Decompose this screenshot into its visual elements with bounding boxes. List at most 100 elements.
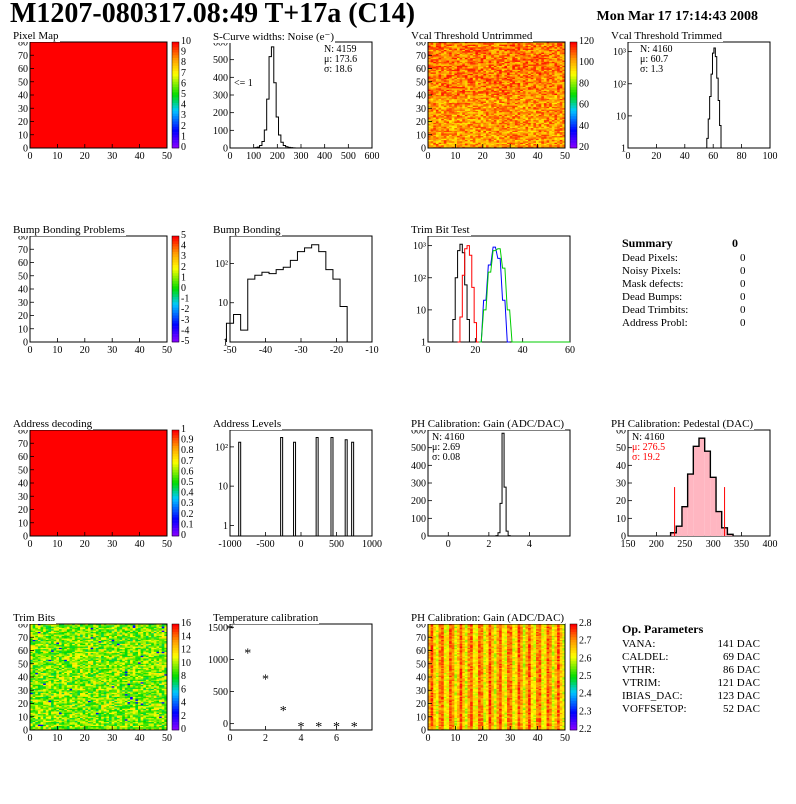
summary-value: 0 — [740, 265, 746, 277]
y-tick-label: 50 — [616, 443, 626, 454]
colorbar-segment — [172, 472, 179, 475]
x-tick-label: 200 — [649, 539, 664, 550]
x-tick-label: 50 — [560, 151, 570, 162]
stat-line: σ: 1.3 — [640, 64, 663, 75]
colorbar-segment — [172, 270, 179, 273]
x-tick-label: 10 — [52, 345, 62, 356]
colorbar-segment — [172, 496, 179, 499]
colorbar-label: -5 — [181, 336, 189, 347]
colorbar-segment — [172, 111, 179, 114]
x-tick-label: 250 — [677, 539, 692, 550]
y-tick-label: 10 — [18, 324, 28, 335]
x-tick-label: 0 — [426, 151, 431, 162]
colorbar-segment — [172, 523, 179, 526]
colorbar-segment — [172, 329, 179, 332]
panel-title: PH Calibration: Gain (ADC/DAC) — [410, 418, 565, 430]
colorbar-segment — [172, 331, 179, 334]
colorbar-segment — [172, 334, 179, 337]
colorbar-segment — [570, 84, 577, 87]
colorbar-segment — [172, 129, 179, 132]
colorbar-segment — [172, 249, 179, 252]
x-tick-label: 0 — [28, 539, 33, 550]
colorbar-label: 0.9 — [181, 435, 194, 446]
histogram-bar — [699, 438, 705, 536]
colorbar-label: 4 — [181, 241, 186, 252]
colorbar-label: 7 — [181, 68, 186, 79]
x-tick-label: 40 — [533, 151, 543, 162]
panel-title: Trim Bit Test — [410, 224, 471, 236]
y-tick-label: 0 — [421, 144, 426, 155]
colorbar-segment — [172, 294, 179, 297]
summary-value: 0 — [740, 252, 746, 264]
y-tick-label: 10² — [215, 442, 228, 453]
y-tick-label: 200 — [411, 496, 426, 507]
colorbar-segment — [570, 76, 577, 79]
histogram-bar — [693, 446, 699, 536]
colorbar-label: 2 — [181, 262, 186, 273]
x-tick-label: 0 — [626, 151, 631, 162]
y-tick-label: 40 — [616, 461, 626, 472]
colorbar-segment — [172, 100, 179, 103]
y-tick-label: 0 — [421, 532, 426, 543]
colorbar-segment — [172, 278, 179, 281]
colorbar-segment — [172, 98, 179, 101]
colorbar-label: 0 — [181, 283, 186, 294]
colorbar-segment — [570, 100, 577, 103]
y-tick-label: 30 — [18, 298, 28, 309]
summary-value: 0 — [740, 317, 746, 329]
y-tick-label: 70 — [416, 51, 426, 62]
panel-title: Trim Bits — [12, 612, 56, 624]
colorbar-segment — [570, 124, 577, 127]
colorbar-segment — [172, 132, 179, 135]
colorbar-label: 2 — [181, 121, 186, 132]
x-tick-label: 30 — [107, 151, 117, 162]
panel-title: Vcal Threshold Untrimmed — [410, 30, 533, 42]
y-tick-label: 10 — [616, 514, 626, 525]
colorbar-label: 5 — [181, 89, 186, 100]
y-tick-label: 0 — [23, 338, 28, 349]
colorbar-label: 0.8 — [181, 445, 194, 456]
page-title: M1207-080317.08:49 T+17a (C14) — [10, 0, 415, 30]
colorbar-segment — [570, 132, 577, 135]
colorbar-segment — [172, 63, 179, 66]
x-tick-label: 500 — [329, 539, 344, 550]
colorbar-label: 0.4 — [181, 488, 194, 499]
x-tick-label: 0 — [426, 345, 431, 356]
x-tick-label: -500 — [256, 539, 274, 550]
y-tick-label: 400 — [213, 73, 228, 84]
peak-line — [331, 437, 333, 536]
colorbar-segment — [172, 310, 179, 313]
colorbar-segment — [172, 323, 179, 326]
x-tick-label: 0 — [446, 539, 451, 550]
summary-label: Noisy Pixels: — [622, 265, 681, 277]
x-tick-label: 100 — [763, 151, 778, 162]
x-tick-label: -1000 — [218, 539, 241, 550]
summary-value: 0 — [740, 278, 746, 290]
peak-line — [281, 437, 283, 536]
x-tick-label: 60 — [708, 151, 718, 162]
y-tick-label: 0 — [621, 532, 626, 543]
y-tick-label: 10² — [413, 273, 426, 284]
y-tick-label: 20 — [18, 505, 28, 516]
colorbar-segment — [570, 58, 577, 61]
colorbar-segment — [172, 143, 179, 146]
colorbar-label: -1 — [181, 294, 189, 305]
colorbar-segment — [172, 276, 179, 279]
plot-frame — [30, 236, 167, 342]
colorbar-segment — [172, 326, 179, 329]
colorbar-label: 0.5 — [181, 477, 194, 488]
colorbar-segment — [172, 137, 179, 140]
y-tick-label: 300 — [213, 91, 228, 102]
colorbar-segment — [570, 90, 577, 93]
y-tick-label: 500 — [411, 443, 426, 454]
summary-label: Mask defects: — [622, 278, 683, 290]
y-tick-label: 20 — [616, 496, 626, 507]
colorbar-segment — [172, 74, 179, 77]
summary-label: Address Probl: — [622, 317, 688, 329]
